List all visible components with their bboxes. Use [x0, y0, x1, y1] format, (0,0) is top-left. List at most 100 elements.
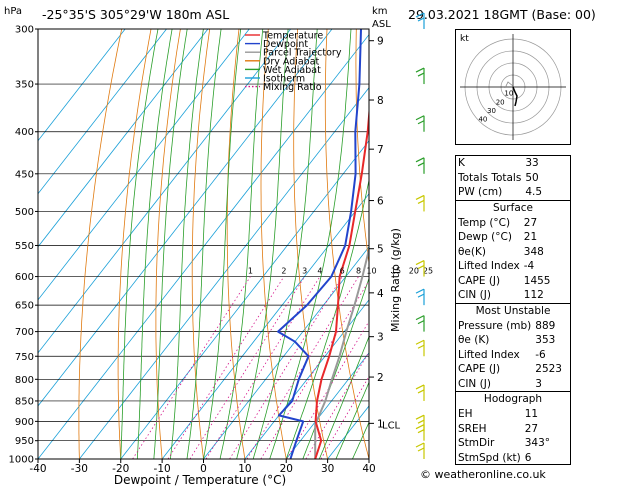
wet-adiabat-line — [236, 29, 289, 459]
pressure-tick-label: 650 — [15, 301, 34, 312]
wet-adiabat-line — [136, 29, 173, 459]
table-row: CAPE (J) 1455 — [458, 274, 551, 287]
pressure-tick-label: 600 — [15, 272, 34, 283]
location-title: -25°35'S 305°29'W 180m ASL — [42, 7, 229, 22]
datetime-title: 29.03.2021 18GMT (Base: 00) — [408, 7, 596, 22]
hodograph-ring-label: 10 — [504, 90, 513, 98]
table-row: Totals Totals 50 — [458, 171, 539, 184]
table-row: SREH 27 — [458, 422, 539, 435]
asl-label: ASL — [372, 19, 391, 30]
dry-adiabat-line — [293, 29, 328, 459]
km-tick-label: 5 — [377, 244, 384, 256]
wind-barb-flag — [415, 67, 425, 73]
wet-adiabat-line — [269, 29, 352, 459]
mixing-ratio-label: 20 — [409, 267, 419, 276]
mixing-ratio-line — [189, 276, 306, 459]
wind-barb-flag — [417, 429, 425, 434]
km-tick-label: 7 — [377, 144, 384, 156]
hodograph-ring-label: 30 — [487, 107, 496, 115]
pressure-tick-label: 700 — [15, 327, 34, 338]
table-row: CIN (J) 112 — [458, 289, 544, 301]
mixing-ratio-line — [132, 276, 251, 459]
table-row: PW (cm) 4.5 — [458, 186, 543, 198]
table-row: Dewp (°C) 21 — [458, 231, 538, 243]
wind-barb-flag — [415, 315, 425, 321]
table-row: Pressure (mb) 889 — [458, 319, 556, 332]
axes: 1 2 3 4 6 8 10 15 20 25-40 -30 -20 -10 0 10 20 30 4030035… — [9, 25, 434, 476]
pressure-tick-label: 400 — [15, 127, 34, 138]
dry-adiabat-line — [562, 29, 629, 459]
table-row: StmDir 343° — [458, 437, 551, 449]
mixing-ratio-label: 25 — [423, 267, 433, 276]
wind-barb-flag — [415, 115, 425, 121]
wind-barbs — [415, 12, 425, 459]
table-row: θe (K) 353 — [458, 334, 556, 346]
surface-table: Temp (°C) 27 Dewp (°C) 21 θe(K) 348 Lifted … — [456, 216, 570, 303]
wind-barb — [415, 414, 425, 432]
km-tick-label: 1 — [377, 418, 384, 430]
wet-adiabat-line — [285, 178, 369, 459]
wind-barb-flag — [415, 384, 425, 390]
mixing-ratio-line — [205, 276, 321, 459]
wind-barb-flag — [415, 157, 425, 163]
wet-adiabat-line — [153, 29, 188, 459]
mixing-ratio-label: 8 — [356, 267, 361, 276]
wind-barb — [415, 115, 425, 132]
pressure-tick-label: 350 — [15, 80, 34, 91]
x-tick-label: 20 — [280, 463, 293, 475]
table-row: StmSpd (kt) 6 — [458, 451, 532, 464]
thermo-background-lines — [38, 29, 629, 459]
pressure-tick-label: 750 — [15, 352, 34, 363]
wet-adiabat-line — [203, 29, 242, 459]
isotherm-line — [244, 299, 369, 459]
km-tick-label: 4 — [377, 288, 384, 300]
dry-adiabat-line — [191, 29, 211, 459]
x-tick-label: -30 — [71, 463, 88, 475]
wind-barb-flag — [415, 424, 425, 430]
index-panel: K 33 Totals Totals 50 PW (cm) 4.5 Surface T… — [455, 155, 571, 465]
pressure-tick-label: 850 — [15, 396, 34, 407]
surface-title: Surface — [456, 199, 570, 216]
wet-adiabat-line — [186, 29, 222, 459]
isotherm-line — [38, 29, 167, 195]
sounding-profiles — [277, 29, 369, 459]
hodograph-table: EH 11 SREH 27 StmDir 343° StmSpd (kt) 6 — [456, 407, 570, 465]
wind-barb-flag — [417, 162, 425, 167]
mixing-ratio-label: 10 — [366, 267, 376, 276]
pressure-tick-label: 800 — [15, 375, 34, 386]
wind-barb — [415, 424, 425, 441]
wet-adiabat-line — [170, 29, 204, 459]
most-unstable-table: Pressure (mb) 889 θe (K) 353 Lifted Index -… — [456, 319, 570, 392]
hodograph-ring-label: 20 — [496, 98, 505, 106]
footer-credit[interactable]: © weatheronline.co.uk — [420, 468, 546, 481]
km-tick-label: 9 — [377, 36, 384, 48]
x-tick-label: 30 — [321, 463, 334, 475]
isotherm-line — [38, 29, 333, 407]
indices-table: K 33 Totals Totals 50 PW (cm) 4.5 — [456, 156, 570, 200]
hodograph-trace — [512, 86, 518, 107]
legend-entry: Mixing Ratio — [263, 82, 322, 93]
mixing-ratio-line — [260, 279, 369, 459]
km-label: km — [372, 6, 388, 17]
wind-barb-flag — [417, 17, 425, 22]
wind-barb-flag — [415, 414, 425, 420]
hodograph-unit-label: kt — [460, 34, 469, 44]
wind-barb-flag — [417, 120, 425, 125]
hodograph-ring-label: 40 — [478, 116, 487, 124]
wind-barb-flag — [417, 293, 425, 298]
mixing-ratio-line — [246, 276, 359, 459]
isotherm-line — [285, 352, 369, 459]
dry-adiabat-line — [591, 29, 629, 459]
wind-barb — [415, 12, 425, 29]
wind-barb — [415, 157, 425, 174]
lcl-label: LCL — [382, 421, 401, 432]
km-tick-label: 3 — [377, 332, 384, 344]
mixing-ratio-label: 3 — [302, 267, 307, 276]
mixing-ratio-label: 6 — [340, 267, 345, 276]
mixing-ratio-axis-label: Mixing Ratio (g/kg) — [389, 228, 402, 332]
wet-adiabat-line — [335, 381, 369, 459]
isotherm-line — [161, 193, 369, 459]
isotherm-line — [38, 29, 250, 301]
